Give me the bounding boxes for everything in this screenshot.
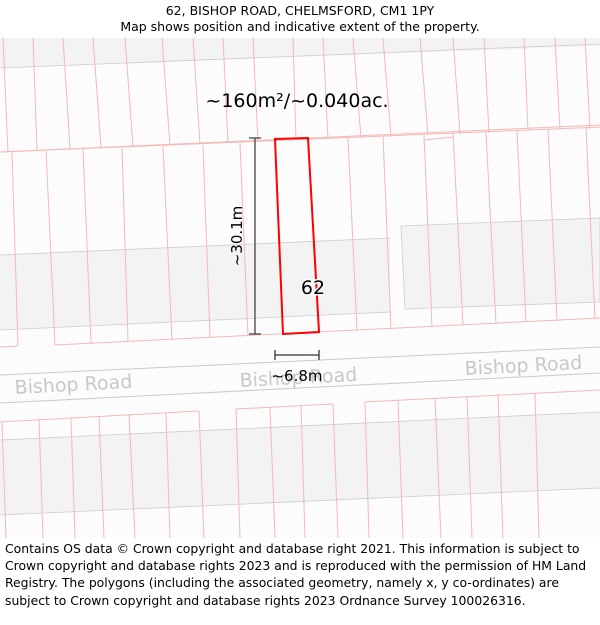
road-label-3: Bishop Road: [464, 352, 583, 380]
property-address-title: 62, BISHOP ROAD, CHELMSFORD, CM1 1PY: [165, 3, 435, 18]
map-subtitle: Map shows position and indicative extent…: [120, 19, 480, 34]
width-measure-label: ~6.8m: [271, 367, 322, 385]
map-canvas: Bishop Road Bishop Road Bishop Road: [0, 38, 600, 538]
width-measure-bar: [274, 350, 320, 360]
road-label-1: Bishop Road: [14, 371, 133, 399]
area-label: ~160m²/~0.040ac.: [205, 90, 388, 112]
copyright-attribution: Contains OS data © Crown copyright and d…: [5, 541, 587, 608]
plot-number-label: 62: [301, 277, 325, 299]
building-band-middle-left: [0, 238, 390, 330]
property-map[interactable]: Bishop Road Bishop Road Bishop Road: [0, 38, 600, 538]
building-band-middle-right: [400, 217, 600, 310]
road-edge-south: [0, 372, 600, 404]
building-band-top: [0, 38, 600, 68]
plot-boundaries-middle: [0, 124, 600, 348]
property-outline[interactable]: [273, 136, 321, 336]
building-band-bottom: [0, 412, 600, 515]
height-measure-label: ~30.1m: [228, 206, 246, 267]
plot-boundaries-bottom: [0, 389, 600, 538]
height-measure-bar: [249, 137, 261, 335]
map-header: 62, BISHOP ROAD, CHELMSFORD, CM1 1PY Map…: [0, 0, 600, 38]
road-edge-north: [0, 346, 600, 376]
